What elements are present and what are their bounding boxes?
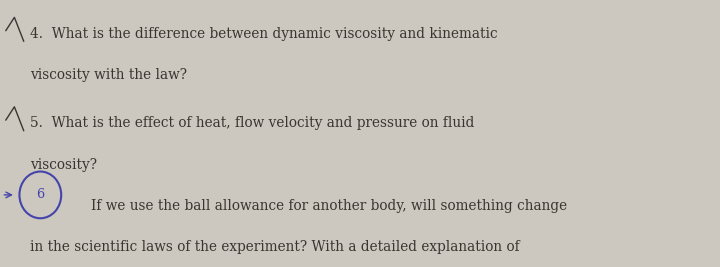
Text: 5.  What is the effect of heat, flow velocity and pressure on fluid: 5. What is the effect of heat, flow velo… xyxy=(30,116,474,130)
Text: If we use the ball allowance for another body, will something change: If we use the ball allowance for another… xyxy=(91,199,567,213)
Text: in the scientific laws of the experiment? With a detailed explanation of: in the scientific laws of the experiment… xyxy=(30,240,520,254)
Text: 6: 6 xyxy=(36,189,45,201)
Text: 4.  What is the difference between dynamic viscosity and kinematic: 4. What is the difference between dynami… xyxy=(30,27,498,41)
Text: viscosity with the law?: viscosity with the law? xyxy=(30,68,187,82)
Text: viscosity?: viscosity? xyxy=(30,158,97,171)
